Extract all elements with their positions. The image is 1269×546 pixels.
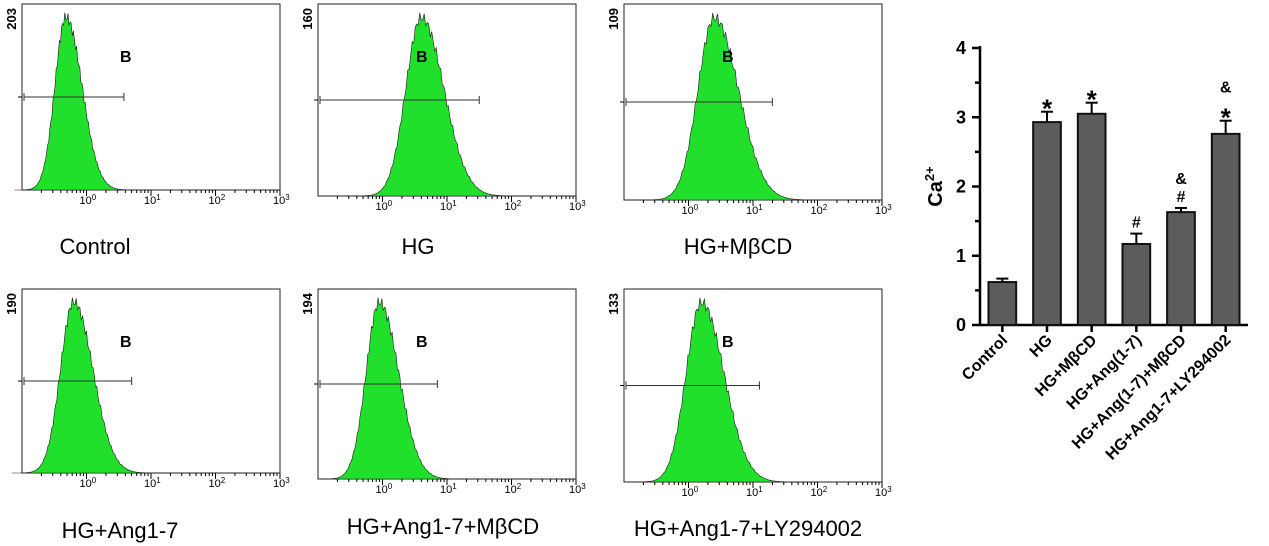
x-tick-label: 101	[746, 203, 763, 217]
histogram-panel: B 133 100 101 102 103 HG+Ang1-7+LY294002	[606, 288, 892, 541]
significance-mark: #	[1177, 189, 1186, 206]
x-tick-label: 102	[505, 199, 522, 213]
x-tick-label: 102	[505, 482, 522, 496]
y-max-label: 190	[4, 293, 19, 315]
histogram-curve	[636, 12, 831, 201]
x-tick-label: 103	[569, 482, 586, 496]
panel-caption: HG+Ang1-7+LY294002	[634, 516, 862, 541]
x-tick-label: 100	[682, 203, 699, 217]
bar	[1121, 242, 1152, 326]
significance-mark: *	[1042, 94, 1053, 124]
gate-label: B	[120, 334, 132, 351]
x-tick-label: 103	[875, 203, 892, 217]
histogram-curve	[629, 297, 810, 483]
histogram-panel: B 190 100 101 102 103 HG+Ang1-7	[4, 288, 290, 543]
x-tick-label: 100	[376, 199, 393, 213]
x-tick-label: 100	[682, 485, 699, 499]
x-tick-label: 102	[209, 193, 226, 207]
y-max-label: 133	[606, 293, 621, 315]
histogram-panel: B 160 100 101 102 103 HG	[300, 3, 586, 259]
gate-label: B	[722, 334, 734, 351]
histogram-panel: B 194 100 101 102 103 HG+Ang1-7+MβCD	[300, 288, 586, 539]
histogram-curve	[349, 12, 530, 197]
x-tick-label: 101	[144, 193, 161, 207]
bar	[1166, 211, 1196, 326]
x-tick-label: 101	[440, 482, 457, 496]
y-max-label: 203	[4, 8, 19, 30]
histogram-curve	[14, 12, 144, 191]
significance-mark: &	[1175, 171, 1187, 188]
x-tick-label: 101	[440, 199, 457, 213]
y-max-label: 160	[300, 8, 315, 30]
flow-histogram-panels: B 203 100 101 102 103 Control B 160 100 101 102 103 H…	[4, 3, 892, 543]
y-max-label: 194	[300, 292, 315, 314]
histogram-curve	[317, 297, 473, 480]
histogram-panel: B 203 100 101 102 103 Control	[4, 3, 290, 259]
y-tick-label: 4	[956, 38, 966, 58]
bar	[1076, 112, 1107, 326]
x-category-label: Control	[959, 332, 1011, 384]
x-tick-label: 103	[273, 193, 290, 207]
x-tick-label: 101	[746, 485, 763, 499]
x-tick-label: 102	[209, 476, 226, 490]
y-tick-label: 3	[956, 107, 966, 127]
x-tick-label: 103	[875, 485, 892, 499]
y-axis-label: Ca2+	[922, 166, 947, 207]
bar	[987, 281, 1018, 327]
x-tick-label: 100	[376, 482, 393, 496]
gate-label: B	[722, 49, 734, 66]
significance-mark: &	[1220, 80, 1232, 97]
panel-caption: HG+Ang1-7	[62, 518, 179, 543]
x-category-label: HG	[1027, 332, 1056, 361]
panel-caption: HG+MβCD	[684, 234, 793, 259]
y-tick-label: 2	[956, 177, 966, 197]
x-tick-label: 101	[144, 476, 161, 490]
gate-label: B	[416, 334, 428, 351]
y-max-label: 109	[606, 8, 621, 30]
significance-mark: *	[1221, 103, 1232, 133]
panel-caption: HG	[402, 234, 435, 259]
bar	[1210, 132, 1241, 326]
y-tick-label: 1	[956, 246, 966, 266]
histogram-curve	[11, 297, 167, 474]
y-tick-label: 0	[956, 315, 966, 335]
significance-mark: #	[1132, 215, 1141, 232]
x-tick-label: 102	[811, 203, 828, 217]
x-tick-label: 103	[273, 476, 290, 490]
x-tick-label: 102	[811, 485, 828, 499]
significance-mark: *	[1087, 85, 1098, 115]
panel-caption: Control	[60, 234, 131, 259]
x-tick-label: 100	[80, 193, 97, 207]
x-tick-label: 100	[80, 476, 97, 490]
histogram-panel: B 109 100 101 102 103 HG+MβCD	[606, 3, 892, 259]
gate-label: B	[416, 49, 428, 66]
calcium-bar-chart: 01234Ca2+Control*HG*HG+MβCD#HG+Ang(1-7)#…	[922, 38, 1248, 464]
x-tick-label: 103	[569, 199, 586, 213]
gate-label: B	[120, 49, 132, 66]
panel-caption: HG+Ang1-7+MβCD	[347, 514, 539, 539]
bar	[1032, 121, 1062, 326]
